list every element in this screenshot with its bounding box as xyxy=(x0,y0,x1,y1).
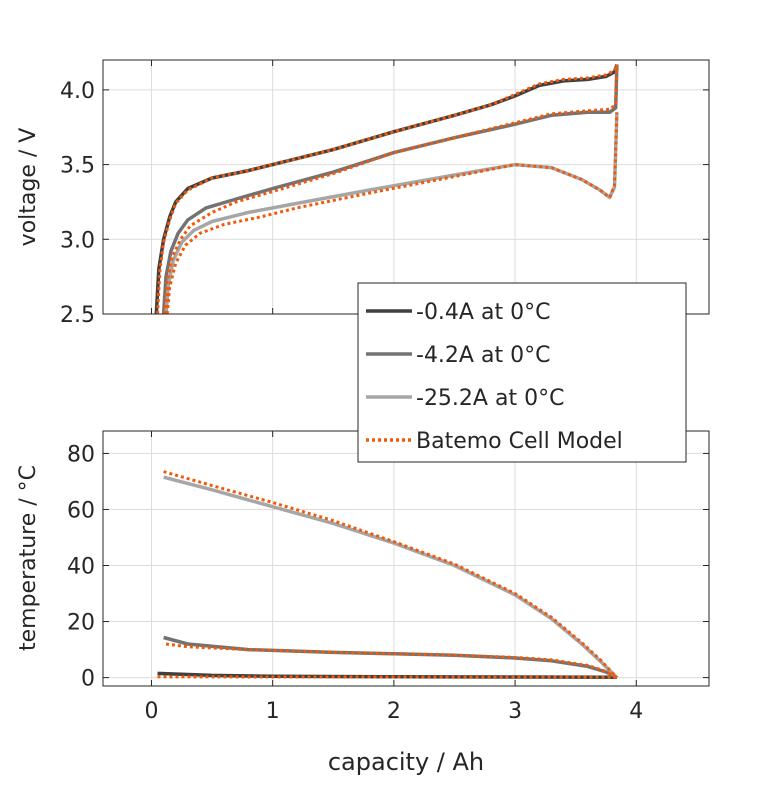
legend: -0.4A at 0°C -4.2A at 0°C -25.2A at 0°C Bat… xyxy=(357,282,687,463)
voltage-axes: 2.5 3.0 3.5 4.0 xyxy=(60,59,710,328)
legend-label: -0.4A at 0°C xyxy=(416,300,550,325)
model-series-line xyxy=(165,642,618,679)
y-tick-label: 2.5 xyxy=(60,303,95,328)
model-series-line xyxy=(163,64,619,314)
y-tick-label: 4.0 xyxy=(60,79,95,104)
model-series-line xyxy=(163,470,618,679)
x-tick-label: 4 xyxy=(629,699,643,724)
y-tick-label: 3.5 xyxy=(60,154,95,179)
x-tick-label: 3 xyxy=(508,699,522,724)
y-tick-label: 3.0 xyxy=(60,228,95,253)
x-tick-label: 0 xyxy=(144,699,158,724)
legend-label: -25.2A at 0°C xyxy=(416,386,564,411)
y-tick-label: 60 xyxy=(67,498,95,523)
voltage-y-axis-label: voltage / V xyxy=(16,128,41,247)
x-tick-label: 1 xyxy=(266,699,280,724)
y-tick-label: 20 xyxy=(67,611,95,636)
legend-box xyxy=(357,282,687,463)
capacity-x-axis-label: capacity / Ah xyxy=(328,748,484,776)
series-group xyxy=(154,63,619,314)
y-tick-label: 80 xyxy=(67,442,95,467)
measured-series-line xyxy=(164,112,619,314)
model-series-line xyxy=(156,63,619,314)
y-tick-label: 0 xyxy=(81,667,95,692)
y-tick-label: 40 xyxy=(67,555,95,580)
legend-label: -4.2A at 0°C xyxy=(416,343,550,368)
model-series-line xyxy=(165,112,619,314)
legend-label: Batemo Cell Model xyxy=(416,429,623,454)
model-series-line xyxy=(157,675,617,679)
series-group xyxy=(157,470,619,680)
plot-area xyxy=(103,431,709,686)
temperature-y-axis-label: temperature / °C xyxy=(16,465,41,651)
x-tick-label: 2 xyxy=(387,699,401,724)
